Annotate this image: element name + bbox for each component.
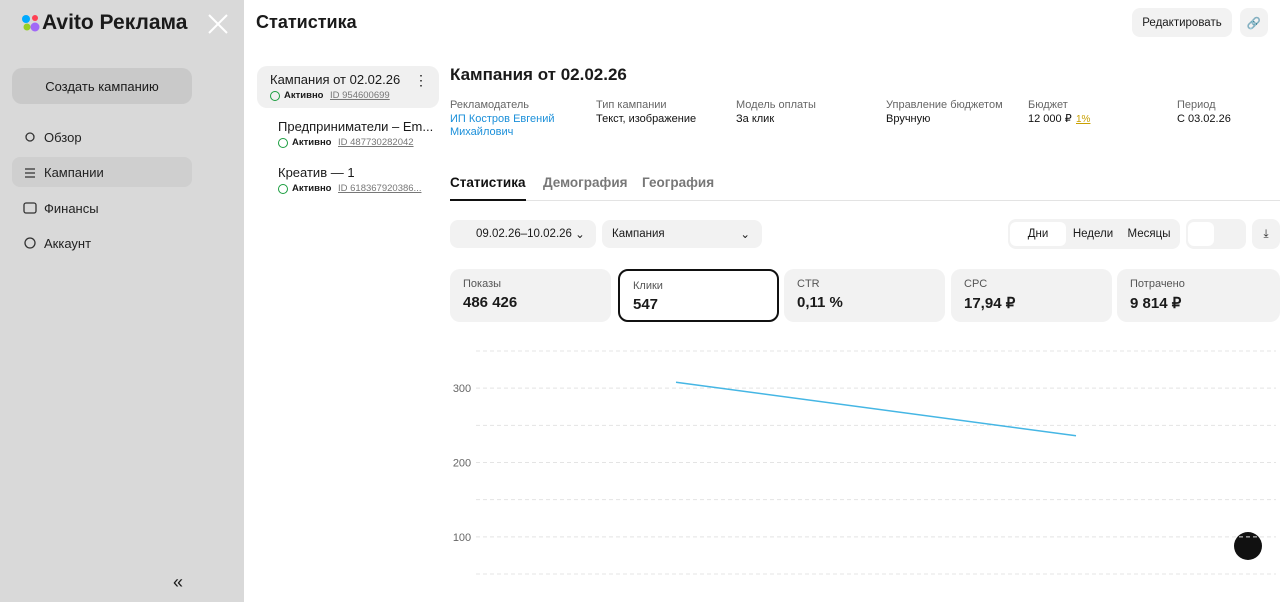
nav-icons bbox=[23, 132, 37, 249]
edit-button[interactable]: Редактировать bbox=[1132, 8, 1232, 37]
y-tick-label: 200 bbox=[453, 458, 471, 470]
campaign-id[interactable]: ID 954600699 bbox=[330, 90, 390, 101]
campaign-id[interactable]: ID 618367920386... bbox=[338, 183, 422, 194]
logo-icon bbox=[22, 15, 40, 32]
nav-item[interactable]: Финансы bbox=[44, 201, 99, 216]
link-button[interactable]: 🔗 bbox=[1240, 8, 1268, 37]
view-switch[interactable] bbox=[1186, 219, 1246, 249]
info-label: Период bbox=[1177, 99, 1216, 111]
status-icon bbox=[278, 184, 288, 194]
level: Кампания bbox=[612, 228, 665, 240]
info-label: Бюджет bbox=[1028, 99, 1068, 111]
campaign-selected bbox=[257, 66, 439, 108]
info-value[interactable]: ИП Костров Евгений Михайлович bbox=[450, 113, 555, 138]
y-tick-label: 100 bbox=[453, 532, 471, 544]
tab-indicator bbox=[450, 199, 526, 201]
collapse-button[interactable]: « bbox=[173, 572, 184, 592]
more-button[interactable]: ⋮ bbox=[414, 72, 428, 88]
data-line bbox=[675, 381, 1077, 437]
panel-title: Статистика bbox=[256, 12, 357, 32]
metric-card[interactable]: Клики 547 bbox=[618, 269, 779, 322]
info-value: Текст, изображение bbox=[596, 113, 697, 125]
stats-panel: Статистика Редактировать 🔗 ⋮ Кампания от… bbox=[244, 0, 1280, 602]
campaign-status: Активно bbox=[284, 90, 324, 101]
info-value: Вручную bbox=[886, 113, 931, 125]
period-option[interactable]: Месяцы bbox=[1127, 228, 1171, 240]
metric-label: Потрачено bbox=[1130, 278, 1185, 290]
download-button[interactable]: ⤓ bbox=[1252, 219, 1280, 249]
sidebar: Avito Реклама Создать кампанию Обзор Кам… bbox=[0, 0, 244, 602]
info-label: Модель оплаты bbox=[736, 99, 816, 111]
info-value: За клик bbox=[736, 113, 775, 125]
metric-label: CPC bbox=[964, 278, 988, 290]
budget-note: 1% bbox=[1076, 114, 1091, 125]
metric-card[interactable]: CTR 0,11 % bbox=[784, 269, 945, 322]
metric-value: 17,94 ₽ bbox=[964, 295, 1016, 312]
nav-item[interactable]: Обзор bbox=[44, 130, 82, 145]
metric-value: 547 bbox=[633, 296, 659, 313]
campaign-name[interactable]: Кампания от 02.02.26 bbox=[270, 72, 401, 87]
period-switch: Дни Недели Месяцы bbox=[1008, 219, 1180, 249]
info-value: С 03.02.26 bbox=[1177, 113, 1231, 125]
campaign-status: Активно bbox=[292, 137, 332, 148]
tab[interactable]: География bbox=[642, 175, 715, 190]
tab[interactable]: Демография bbox=[543, 175, 628, 190]
metric-card[interactable]: Показы 486 426 bbox=[450, 269, 611, 322]
info-value: 12 000 ₽ bbox=[1028, 113, 1072, 125]
date-range: 09.02.26–10.02.26 bbox=[476, 228, 572, 240]
status-icon bbox=[270, 91, 280, 101]
period-option[interactable]: Недели bbox=[1072, 228, 1114, 240]
metric-value: 0,11 % bbox=[797, 294, 843, 311]
info-label: Рекламодатель bbox=[450, 99, 529, 111]
metric-label: CTR bbox=[797, 278, 820, 290]
status-icon bbox=[278, 138, 288, 148]
create-button[interactable]: Создать кампанию bbox=[12, 68, 192, 104]
metric-card[interactable]: CPC 17,94 ₽ bbox=[951, 269, 1112, 322]
campaign-name[interactable]: Предприниматели – Em... bbox=[278, 119, 434, 134]
info-label: Тип кампании bbox=[596, 99, 667, 111]
brand: Avito Реклама bbox=[42, 11, 188, 34]
tabs-divider bbox=[450, 200, 1280, 201]
info-label: Управление бюджетом bbox=[886, 99, 1003, 111]
nav-item[interactable]: Кампании bbox=[44, 165, 104, 180]
metric-label: Показы bbox=[463, 278, 502, 290]
chart: 100 200 300 bbox=[453, 350, 1276, 575]
metric-value: 9 814 ₽ bbox=[1130, 295, 1182, 312]
date-picker[interactable]: 09.02.26–10.02.26 ⌄ bbox=[450, 220, 596, 248]
close-button[interactable] bbox=[206, 12, 230, 36]
nav-active bbox=[12, 157, 192, 187]
campaign-title: Кампания от 02.02.26 bbox=[450, 65, 627, 84]
metric-value: 486 426 bbox=[463, 294, 518, 311]
nav-item[interactable]: Аккаунт bbox=[44, 236, 92, 251]
metric-label: Клики bbox=[633, 280, 663, 292]
y-tick-label: 300 bbox=[453, 383, 471, 395]
campaign-name[interactable]: Креатив — 1 bbox=[278, 165, 355, 180]
metric-card[interactable]: Потрачено 9 814 ₽ bbox=[1117, 269, 1280, 322]
campaign-status: Активно bbox=[292, 183, 332, 194]
tab[interactable]: Статистика bbox=[450, 175, 526, 190]
period-option[interactable]: Дни bbox=[1010, 222, 1066, 246]
level-select[interactable]: Кампания ⌄ bbox=[602, 220, 762, 248]
campaign-id[interactable]: ID 487730282042 bbox=[338, 137, 414, 148]
